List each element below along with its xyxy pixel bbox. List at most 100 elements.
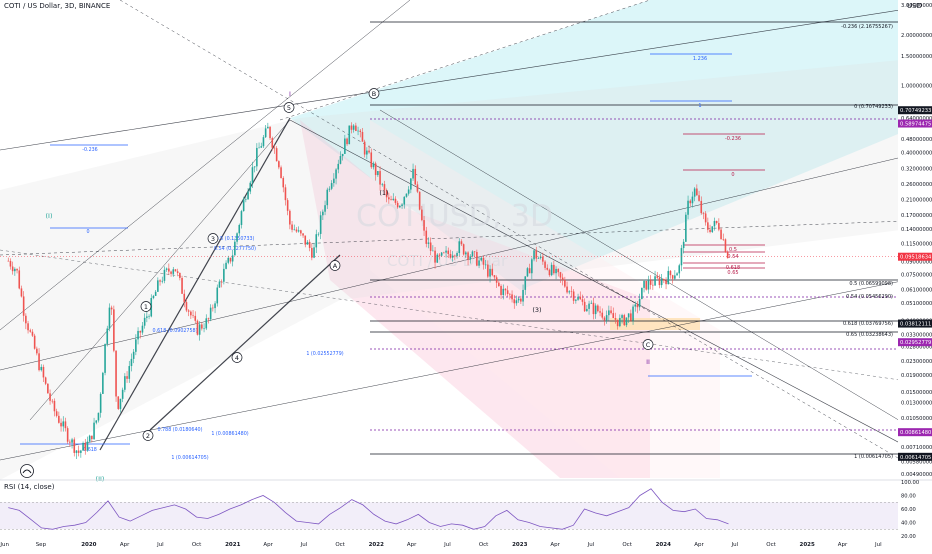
candle-body [504, 288, 507, 291]
candle-body [218, 281, 221, 288]
candle-body [192, 315, 194, 316]
fib-level-label: 0 (0.70749233) [854, 104, 893, 110]
wave-marker [231, 352, 243, 363]
candle-body [619, 317, 621, 327]
candle-body [449, 253, 452, 258]
candle-body [447, 250, 450, 254]
candle-body [392, 198, 395, 201]
wave-label: 5 [287, 104, 291, 112]
candle-body [588, 303, 590, 309]
candle-body [271, 138, 274, 148]
time-axis: Jun Sep 2020 Apr Jul Oct 2021 Apr Jul Oct 2022 Apr J… [0, 542, 882, 548]
price-tick-label: 0.48000000 [901, 137, 932, 143]
wave-label: C [646, 341, 651, 349]
candle-body [69, 441, 71, 443]
candle-body [73, 439, 76, 453]
fib-mid-label: 0 [731, 172, 734, 178]
candle-body [656, 276, 659, 278]
candle-body [517, 298, 520, 301]
wave-label: (3) [532, 306, 541, 314]
wave-marker [142, 430, 154, 441]
price-axis: 3.00000000 2.00000000 1.50000000 1.00000000… [0, 3, 932, 478]
candle-body [696, 188, 698, 196]
candle-body [566, 286, 568, 293]
candle-body [363, 141, 366, 155]
candle-body [599, 311, 601, 313]
candle-body [520, 298, 522, 302]
fib-level-label: 0.618 (0.03769756) [843, 321, 893, 327]
candle-body [423, 220, 425, 231]
time-tick-label: Jun [0, 542, 10, 548]
time-tick-label: Apr [263, 542, 273, 548]
candle-body [687, 200, 689, 215]
wave-label: B [372, 90, 376, 98]
candle-body [115, 350, 117, 397]
candle-body [590, 302, 593, 304]
candle-body [346, 138, 348, 145]
candle-body [300, 230, 302, 234]
candle-body [304, 235, 307, 245]
rsi-tick-label: 100.00 [901, 480, 919, 486]
candle-body [203, 328, 205, 330]
candle-body [348, 125, 351, 145]
price-marker-label: 0.00861480 [900, 430, 931, 436]
rsi-tick-label: 80.00 [901, 494, 916, 500]
candle-body [132, 351, 135, 359]
wave-marker [140, 301, 152, 312]
candle-body [282, 178, 285, 188]
trend-line [29, 119, 291, 421]
candle-body [500, 286, 502, 295]
candle-body [368, 150, 370, 153]
candle-body [643, 281, 645, 288]
fib-left-label: 0.618 [83, 447, 97, 453]
candle-body [476, 252, 478, 266]
candle-body [88, 435, 91, 442]
price-tick-label: 2.00000000 [901, 33, 932, 39]
candle-body [293, 229, 296, 231]
candle-body [286, 200, 289, 211]
candle-body [77, 450, 80, 453]
candle-body [154, 291, 157, 296]
fib-mid-label: 1 [698, 103, 701, 109]
candle-body [25, 315, 27, 324]
fib-mid-label: 0.65 [727, 270, 738, 276]
candle-body [31, 331, 34, 336]
candle-body [352, 125, 355, 130]
candle-body [231, 255, 234, 262]
price-marker-label: 0.00614705 [900, 455, 931, 461]
candle-body [491, 268, 494, 276]
candle-body [99, 393, 102, 413]
candle-body [660, 279, 663, 286]
candle-body [139, 330, 142, 333]
candle-body [709, 229, 711, 233]
candle-body [75, 450, 78, 453]
price-marker-bg [898, 119, 932, 128]
channel-teal [290, 0, 932, 290]
candle-body [130, 358, 133, 367]
last-price-bg [898, 252, 932, 261]
price-tick-label: 1.50000000 [901, 54, 932, 60]
candle-body [223, 268, 225, 282]
candle-body [715, 220, 718, 224]
candle-body [443, 252, 445, 254]
rsi-line [8, 488, 729, 530]
fib-level-label: 0.5 (0.06599098) [849, 281, 893, 287]
candle-body [473, 251, 476, 253]
candle-body [564, 279, 566, 287]
candle-body [179, 272, 181, 278]
candle-body [315, 234, 318, 248]
candle-body [418, 191, 421, 210]
candle-body [605, 315, 608, 321]
candle-body [110, 307, 113, 310]
candle-body [42, 366, 45, 378]
candle-body [143, 317, 146, 326]
candle-body [135, 339, 137, 352]
candle-body [700, 200, 703, 214]
candle-body [374, 163, 377, 176]
candle-body [161, 280, 164, 282]
candle-body [704, 213, 707, 223]
candle-body [480, 257, 483, 261]
tradingview-logo-icon[interactable] [20, 464, 34, 478]
candle-body [335, 169, 337, 179]
